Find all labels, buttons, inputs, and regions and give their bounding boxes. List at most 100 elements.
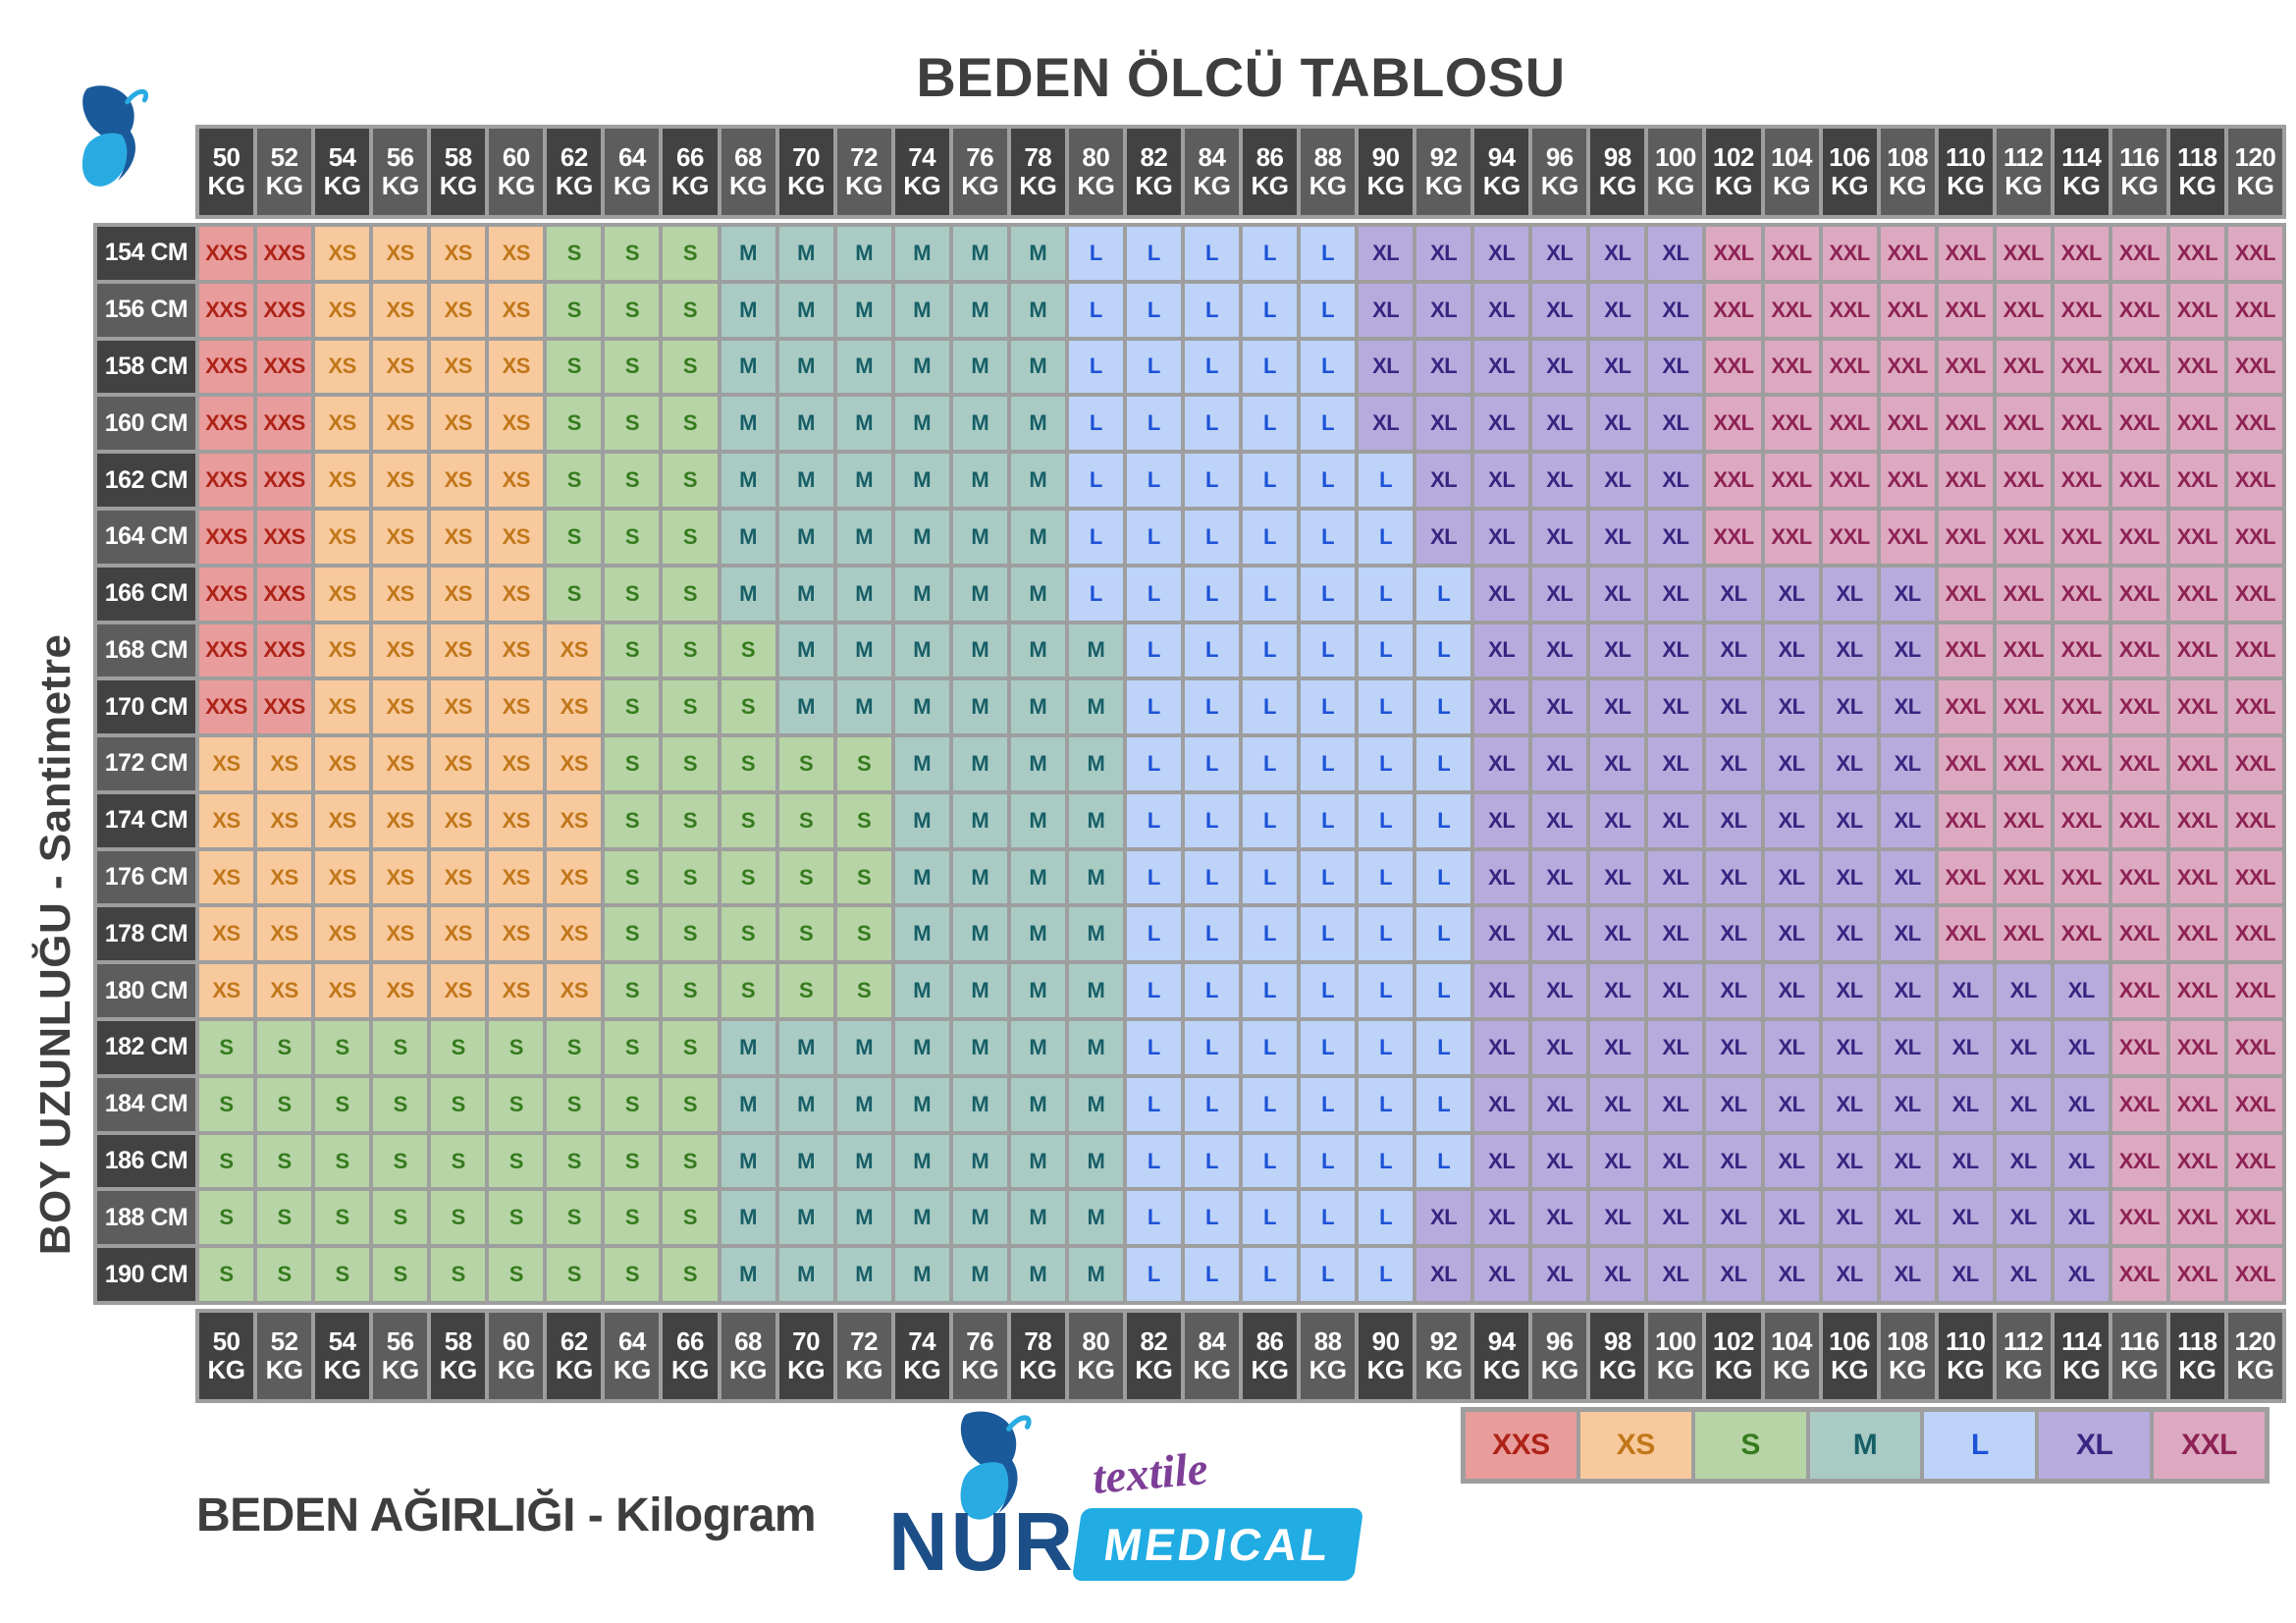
size-cell: XL xyxy=(1706,1248,1761,1301)
size-cell: XL xyxy=(1880,1134,1935,1188)
size-cell: L xyxy=(1416,1077,1471,1131)
size-cell: XS xyxy=(315,510,370,564)
weight-header-cell: 106 KG xyxy=(1822,129,1877,215)
size-cell: M xyxy=(836,283,891,337)
weight-header-cell: 88 KG xyxy=(1301,1313,1356,1399)
size-cell: S xyxy=(605,454,660,507)
weight-header-cell: 106 KG xyxy=(1822,1313,1877,1399)
weight-header-cell: 80 KG xyxy=(1068,1313,1123,1399)
weight-header-cell: 78 KG xyxy=(1010,129,1065,215)
size-cell: S xyxy=(721,680,775,734)
size-cell: M xyxy=(1068,1077,1123,1131)
size-cell: XS xyxy=(489,964,544,1018)
size-cell: M xyxy=(1010,907,1065,961)
weight-header-cell: 90 KG xyxy=(1359,1313,1414,1399)
size-cell: M xyxy=(952,964,1007,1018)
size-cell: XL xyxy=(1880,1077,1935,1131)
size-cell: XXL xyxy=(2054,397,2109,451)
size-cell: XL xyxy=(1474,1077,1529,1131)
weight-header-cell: 58 KG xyxy=(431,1313,486,1399)
size-cell: S xyxy=(199,1191,254,1245)
size-cell: XL xyxy=(1474,1191,1529,1245)
size-cell: S xyxy=(547,454,602,507)
size-cell: XXL xyxy=(1996,623,2051,677)
size-cell: S xyxy=(663,1248,718,1301)
size-cell: XL xyxy=(1359,283,1414,337)
x-axis-label: BEDEN AĞIRLIĞI - Kilogram xyxy=(196,1489,817,1542)
size-cell: M xyxy=(952,283,1007,337)
size-cell: L xyxy=(1243,1077,1298,1131)
size-cell: XL xyxy=(1706,1077,1761,1131)
size-cell: XS xyxy=(315,623,370,677)
brand-name: NUR xyxy=(888,1495,1076,1588)
size-cell: XXL xyxy=(1822,454,1877,507)
size-cell: XXS xyxy=(199,454,254,507)
size-cell: XXL xyxy=(2227,227,2282,280)
size-cell: XL xyxy=(1822,907,1877,961)
size-cell: L xyxy=(1126,1191,1181,1245)
size-cell: XS xyxy=(257,964,312,1018)
weight-header-cell: 96 KG xyxy=(1532,129,1587,215)
size-cell: S xyxy=(605,907,660,961)
size-cell: M xyxy=(778,1248,833,1301)
size-cell: XL xyxy=(1590,454,1645,507)
size-cell: XL xyxy=(1822,680,1877,734)
size-cell: M xyxy=(894,1134,949,1188)
size-cell: XXS xyxy=(257,567,312,621)
size-cell: XL xyxy=(1648,283,1703,337)
size-cell: L xyxy=(1184,1077,1239,1131)
legend-swatch: M xyxy=(1809,1412,1921,1479)
size-cell: L xyxy=(1126,567,1181,621)
size-cell: XL xyxy=(1648,1191,1703,1245)
size-cell: XXS xyxy=(257,227,312,280)
size-cell: XXL xyxy=(1822,397,1877,451)
size-legend: XXS XS S M L XL XXL xyxy=(1461,1407,2269,1484)
size-cell: XXL xyxy=(1764,283,1819,337)
size-cell: XXL xyxy=(2227,510,2282,564)
size-cell: L xyxy=(1126,850,1181,904)
size-cell: XXL xyxy=(2054,454,2109,507)
size-cell: XS xyxy=(489,907,544,961)
size-cell: M xyxy=(1068,680,1123,734)
size-cell: XXL xyxy=(1996,737,2051,790)
size-cell: XXL xyxy=(2111,454,2166,507)
weight-header-cell: 54 KG xyxy=(315,1313,370,1399)
size-cell: XXL xyxy=(1996,510,2051,564)
size-cell: L xyxy=(1126,680,1181,734)
size-cell: S xyxy=(663,680,718,734)
legend-swatch: L xyxy=(1924,1412,2036,1479)
size-cell: XXL xyxy=(2227,1134,2282,1188)
size-cell: S xyxy=(663,227,718,280)
size-cell: XL xyxy=(1764,907,1819,961)
size-cell: XXL xyxy=(1822,340,1877,394)
size-cell: S xyxy=(315,1021,370,1074)
height-row-label: 154 CM xyxy=(97,227,195,280)
size-cell: L xyxy=(1243,1021,1298,1074)
size-cell: XL xyxy=(1474,737,1529,790)
size-cell: L xyxy=(1243,567,1298,621)
size-cell: S xyxy=(489,1248,544,1301)
size-cell: L xyxy=(1126,907,1181,961)
size-cell: M xyxy=(778,227,833,280)
size-cell: L xyxy=(1243,510,1298,564)
size-cell: XL xyxy=(1590,227,1645,280)
size-cell: M xyxy=(1068,964,1123,1018)
size-cell: L xyxy=(1243,907,1298,961)
size-cell: XL xyxy=(1359,227,1414,280)
size-cell: L xyxy=(1184,1021,1239,1074)
size-cell: XS xyxy=(373,850,428,904)
size-cell: XL xyxy=(1416,283,1471,337)
size-cell: XXL xyxy=(2054,283,2109,337)
size-cell: M xyxy=(894,510,949,564)
size-cell: XS xyxy=(547,737,602,790)
size-cell: L xyxy=(1301,1021,1356,1074)
size-cell: XL xyxy=(1590,623,1645,677)
size-cell: L xyxy=(1068,283,1123,337)
size-cell: S xyxy=(836,793,891,847)
size-cell: L xyxy=(1301,907,1356,961)
size-cell: XL xyxy=(1590,567,1645,621)
size-cell: M xyxy=(721,1248,775,1301)
size-cell: XXL xyxy=(1938,907,1993,961)
size-cell: S xyxy=(605,1248,660,1301)
size-cell: L xyxy=(1359,1077,1414,1131)
